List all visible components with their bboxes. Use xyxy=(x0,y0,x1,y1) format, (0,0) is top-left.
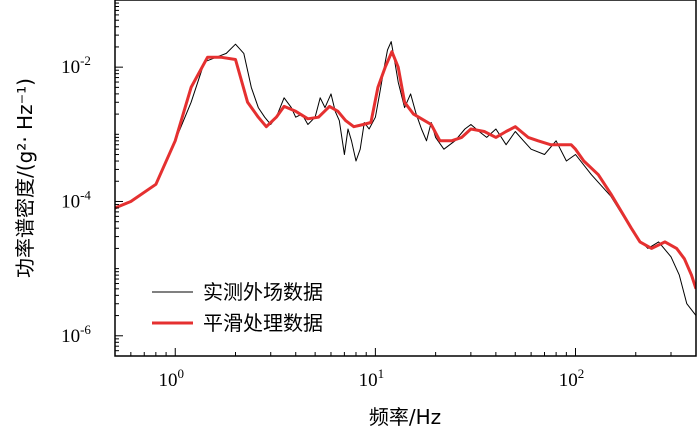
x-axis-title: 频率/Hz xyxy=(369,405,441,429)
y-axis-title: 功率谱密度/(g²· Hz⁻¹) xyxy=(13,78,37,278)
series-layer xyxy=(115,41,696,316)
plot-frame xyxy=(114,0,697,357)
x-tick-label: 102 xyxy=(559,366,585,391)
ticks-layer xyxy=(114,0,697,357)
y-tick-label: 10-2 xyxy=(61,53,91,78)
y-tick-label: 10-4 xyxy=(61,187,91,212)
legend-label-measured: 实测外场数据 xyxy=(203,280,323,304)
series-measured-line xyxy=(115,41,696,316)
x-tick-label: 101 xyxy=(359,366,385,391)
legend: 实测外场数据 平滑处理数据 xyxy=(152,280,323,335)
legend-label-smoothed: 平滑处理数据 xyxy=(203,311,323,335)
x-tick-label: 100 xyxy=(158,366,184,391)
y-tick-label: 10-6 xyxy=(61,322,91,347)
series-smoothed-line xyxy=(115,50,696,290)
